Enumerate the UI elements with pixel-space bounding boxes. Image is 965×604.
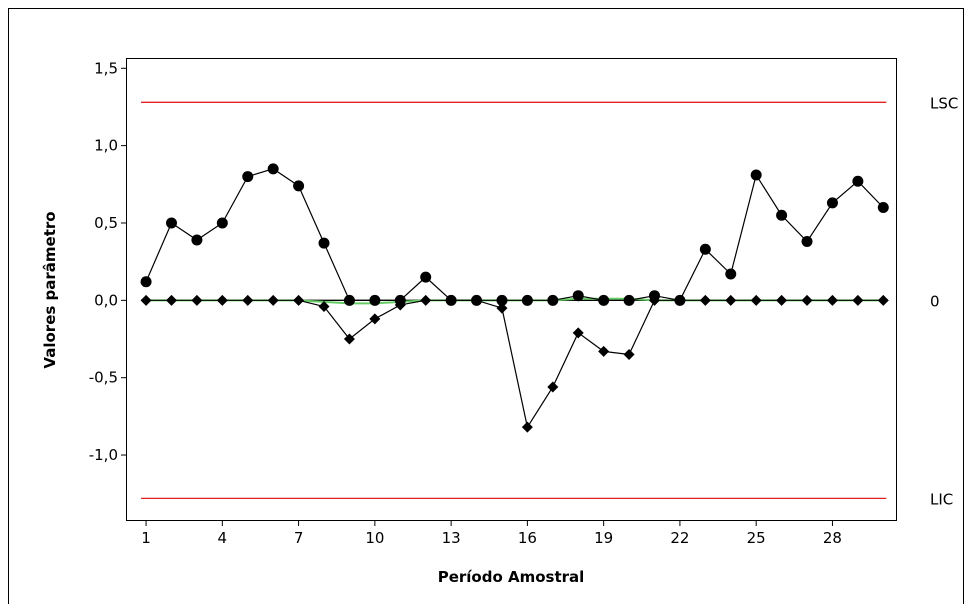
y-tick-label-5: 1,5 bbox=[94, 59, 118, 77]
y-tick-label-3: 0,5 bbox=[94, 214, 118, 232]
y-axis-title: Valores parâmetro bbox=[41, 211, 59, 368]
series-1-point-14 bbox=[471, 294, 483, 306]
series-0-point-17 bbox=[547, 294, 559, 306]
y-tick-label-1: -0,5 bbox=[89, 369, 118, 387]
x-tick-label-8: 25 bbox=[747, 529, 766, 547]
series-0-point-25 bbox=[750, 169, 762, 181]
y-axis: -1,0 -0,5 0,0 0,5 1,0 1,5 bbox=[89, 59, 127, 464]
series-1-point-9 bbox=[343, 333, 355, 345]
series-1-point-22 bbox=[674, 294, 686, 306]
series-0-point-1 bbox=[140, 276, 152, 288]
series-0-point-15 bbox=[496, 294, 508, 306]
series-0-point-18 bbox=[572, 290, 584, 302]
series-0-point-24 bbox=[725, 268, 737, 280]
series-1-point-23 bbox=[699, 294, 711, 306]
series-1-point-7 bbox=[293, 294, 305, 306]
series-1-point-19 bbox=[598, 345, 610, 357]
x-tick-label-6: 19 bbox=[594, 529, 613, 547]
series-markers bbox=[140, 163, 889, 433]
series-1-point-13 bbox=[445, 294, 457, 306]
x-axis: 1 4 7 10 13 16 19 22 25 28 bbox=[141, 520, 842, 547]
x-tick-label-4: 13 bbox=[442, 529, 461, 547]
y-tick-label-4: 1,0 bbox=[94, 137, 118, 155]
series-0-point-3 bbox=[191, 234, 203, 246]
series-1-point-16 bbox=[521, 421, 533, 433]
x-tick-label-2: 7 bbox=[294, 529, 304, 547]
series-1-point-17 bbox=[547, 381, 559, 393]
series-1-point-11 bbox=[394, 299, 406, 311]
series-0-point-2 bbox=[165, 217, 177, 229]
series-0-point-8 bbox=[318, 237, 330, 249]
x-axis-title: Período Amostral bbox=[438, 568, 585, 586]
series-0-point-16 bbox=[521, 294, 533, 306]
x-tick-label-3: 10 bbox=[365, 529, 384, 547]
series-0-point-12 bbox=[420, 271, 432, 283]
series-1-point-20 bbox=[623, 348, 635, 360]
series-0-point-23 bbox=[699, 243, 711, 255]
series-0-point-28 bbox=[826, 197, 838, 209]
reference-line-labels: LSC 0 LIC bbox=[930, 94, 958, 508]
x-tick-label-9: 28 bbox=[823, 529, 842, 547]
series-1-point-29 bbox=[852, 294, 864, 306]
x-tick-label-0: 1 bbox=[141, 529, 151, 547]
series-1-point-25 bbox=[750, 294, 762, 306]
series-1-point-28 bbox=[826, 294, 838, 306]
series-1-point-2 bbox=[165, 294, 177, 306]
outer-border bbox=[8, 8, 964, 604]
series-1-point-12 bbox=[420, 294, 432, 306]
series-0-point-20 bbox=[623, 294, 635, 306]
x-tick-label-5: 16 bbox=[518, 529, 537, 547]
series-0-point-7 bbox=[293, 180, 305, 192]
reference-line-label-1: 0 bbox=[930, 292, 940, 310]
series-1-point-4 bbox=[216, 294, 228, 306]
series-0-point-30 bbox=[877, 202, 889, 214]
series-0-point-5 bbox=[242, 171, 254, 183]
y-tick-label-0: -1,0 bbox=[89, 446, 118, 464]
plot-area bbox=[126, 58, 897, 521]
series-0-point-29 bbox=[852, 175, 864, 187]
series-1-point-27 bbox=[801, 294, 813, 306]
series-0-point-19 bbox=[598, 294, 610, 306]
series-1-point-18 bbox=[572, 327, 584, 339]
series-0-point-6 bbox=[267, 163, 279, 175]
series-1-point-5 bbox=[242, 294, 254, 306]
x-tick-label-1: 4 bbox=[218, 529, 228, 547]
series-0-point-27 bbox=[801, 236, 813, 248]
series-1-point-1 bbox=[140, 294, 152, 306]
series-0-point-26 bbox=[776, 209, 788, 221]
series-1-point-10 bbox=[369, 313, 381, 325]
series-0-point-4 bbox=[216, 217, 228, 229]
series-1-point-21 bbox=[648, 294, 660, 306]
y-tick-label-2: 0,0 bbox=[94, 291, 118, 309]
reference-line-label-2: LIC bbox=[930, 490, 953, 508]
series-1-point-15 bbox=[496, 302, 508, 314]
series-1-point-3 bbox=[191, 294, 203, 306]
series-1-point-26 bbox=[776, 294, 788, 306]
series-0-point-9 bbox=[343, 294, 355, 306]
series-1-point-24 bbox=[725, 294, 737, 306]
series-1-point-6 bbox=[267, 294, 279, 306]
x-tick-label-7: 22 bbox=[670, 529, 689, 547]
series-1-point-8 bbox=[318, 301, 330, 313]
series-1-point-30 bbox=[877, 294, 889, 306]
reference-line-label-0: LSC bbox=[930, 94, 958, 112]
series-0-point-10 bbox=[369, 294, 381, 306]
